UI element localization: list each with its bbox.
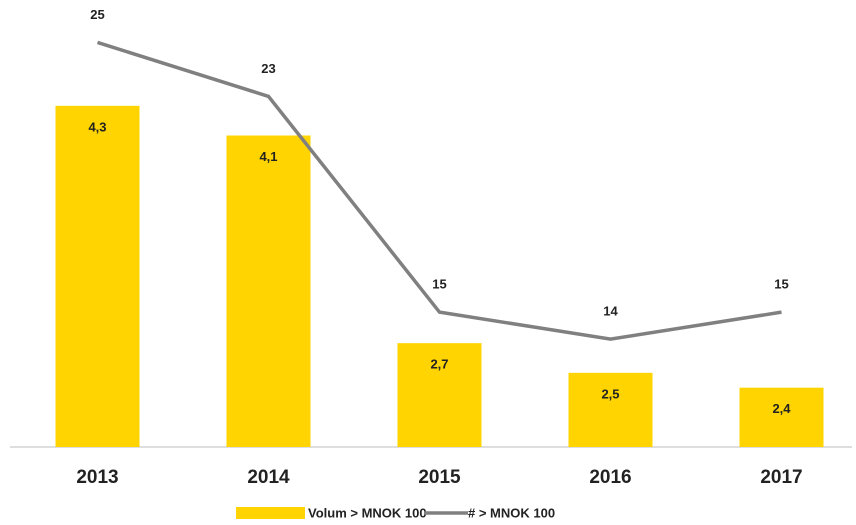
bar-label: 4,3	[88, 119, 106, 134]
line-label: 15	[432, 277, 446, 292]
x-tick-label: 2016	[589, 467, 631, 488]
bar-label: 4,1	[259, 149, 277, 164]
legend-swatch	[236, 507, 305, 519]
x-tick-label: 2014	[247, 467, 290, 488]
bar-label: 2,5	[601, 386, 619, 401]
legend-label: # > MNOK 100	[468, 505, 555, 520]
bar-label: 2,7	[430, 357, 448, 372]
bar	[226, 135, 311, 447]
bar	[55, 105, 140, 447]
x-tick-label: 2015	[418, 467, 461, 488]
bar	[568, 372, 653, 447]
line-label: 14	[603, 304, 618, 319]
x-tick-label: 2017	[760, 467, 802, 488]
line	[96, 40, 782, 341]
bar	[397, 343, 482, 447]
legend-label: Volum > MNOK 100	[308, 505, 427, 520]
x-tick-label: 2013	[76, 467, 118, 488]
line-label: 15	[774, 277, 788, 292]
line-label: 23	[261, 61, 275, 76]
bar	[739, 387, 824, 447]
bar-label: 2,4	[772, 401, 791, 416]
line-label: 25	[90, 7, 104, 22]
